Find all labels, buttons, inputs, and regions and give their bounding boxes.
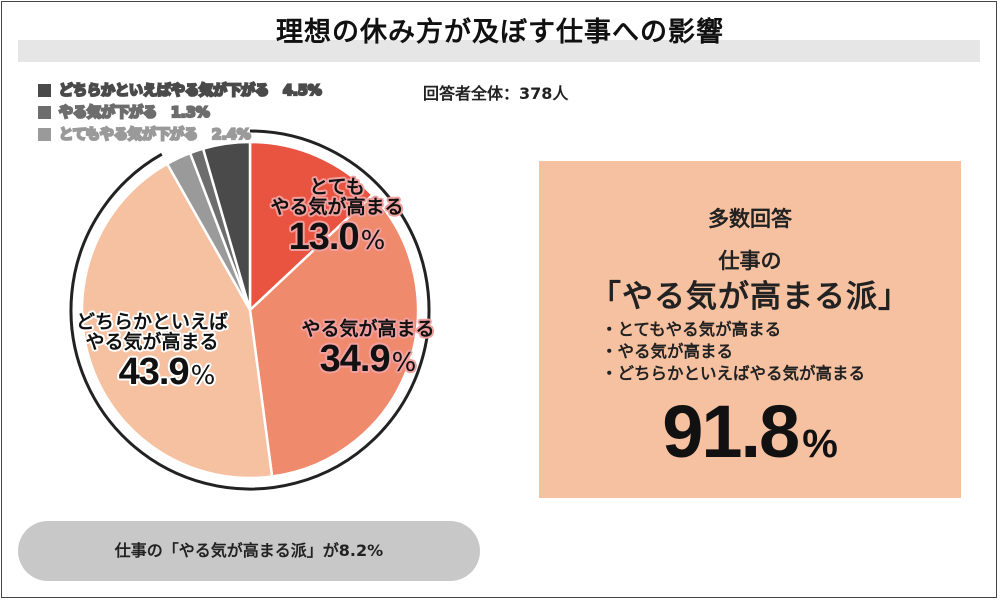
legend-item-slightly-down: どちらかといえばやる気が下がる 4.5% xyxy=(38,82,323,105)
slice-value: 34.9 xyxy=(319,337,391,380)
summary-value-number: 91.8 xyxy=(662,390,800,473)
motivated-group-bracket xyxy=(69,129,431,491)
summary-list-item: ・どちらかといえばやる気が高まる xyxy=(601,364,865,383)
summary-value: 91.8% xyxy=(539,389,961,474)
summary-list-item: ・とてもやる気が高まる xyxy=(601,320,782,339)
summary-list-item: ・やる気が高まる xyxy=(601,342,733,361)
pie-slice-very-up xyxy=(248,140,375,313)
slice-unit: % xyxy=(391,347,417,378)
slice-label-very-up: とても やる気が高まる 13.0% xyxy=(252,176,422,258)
legend-label: とてもやる気が下がる xyxy=(58,126,199,144)
slice-unit: % xyxy=(190,360,216,391)
slice-label-text: とても xyxy=(309,176,365,198)
title-underline-bar xyxy=(18,40,980,62)
summary-value-unit: % xyxy=(802,422,838,466)
summary-sub: 仕事の xyxy=(718,249,782,273)
summary-heading: 多数回答 xyxy=(708,207,792,231)
legend-value: 4.5% xyxy=(282,82,323,100)
slice-unit: % xyxy=(360,225,386,256)
legend-item-very-down: とてもやる気が下がる 2.4% xyxy=(38,126,322,149)
pie-slice-slightly-down xyxy=(201,140,252,311)
summary-main: 「やる気が高まる派」 xyxy=(590,279,910,315)
slice-value: 13.0 xyxy=(288,215,360,258)
legend-swatch xyxy=(38,106,51,119)
summary-box: 多数回答 仕事の 「やる気が高まる派」 ・とてもやる気が高まる ・やる気が高まる… xyxy=(539,161,961,498)
legend-value: 2.4% xyxy=(211,126,252,144)
slice-value: 43.9 xyxy=(118,350,190,393)
legend-item-down: やる気が下がる 1.3% xyxy=(38,104,322,127)
slice-label-text: やる気が高まる xyxy=(301,318,435,340)
slice-label-text: やる気が高まる xyxy=(85,330,219,353)
summary-list: ・とてもやる気が高まる ・やる気が高まる ・どちらかといえばやる気が高まる xyxy=(601,319,865,385)
legend: どちらかといえばやる気が下がる 4.5% やる気が下がる 1.3% とてもやる気が下… xyxy=(38,82,323,149)
legend-value: 1.3% xyxy=(170,104,211,122)
total-respondents: 回答者全体：378人 xyxy=(423,84,569,103)
legend-swatch xyxy=(38,84,51,97)
slice-label-text: やる気が高まる xyxy=(270,195,404,218)
slice-label-slightly-up: どちらかといえば やる気が高まる 43.9% xyxy=(52,311,252,393)
legend-swatch xyxy=(38,128,51,141)
legend-label: やる気が下がる xyxy=(58,104,158,122)
slice-label-up: やる気が高まる 34.9% xyxy=(288,318,448,380)
summary-pill: 仕事の「やる気が高まる派」が8.2% xyxy=(18,521,480,581)
slice-label-text: どちらかといえば xyxy=(75,311,228,333)
pie-slice-slightly-up xyxy=(80,162,274,480)
pie-slice-up xyxy=(248,193,420,478)
chart-title: 理想の休み方が及ぼす仕事への影響 xyxy=(276,17,724,48)
legend-label: どちらかといえばやる気が下がる xyxy=(58,82,270,100)
